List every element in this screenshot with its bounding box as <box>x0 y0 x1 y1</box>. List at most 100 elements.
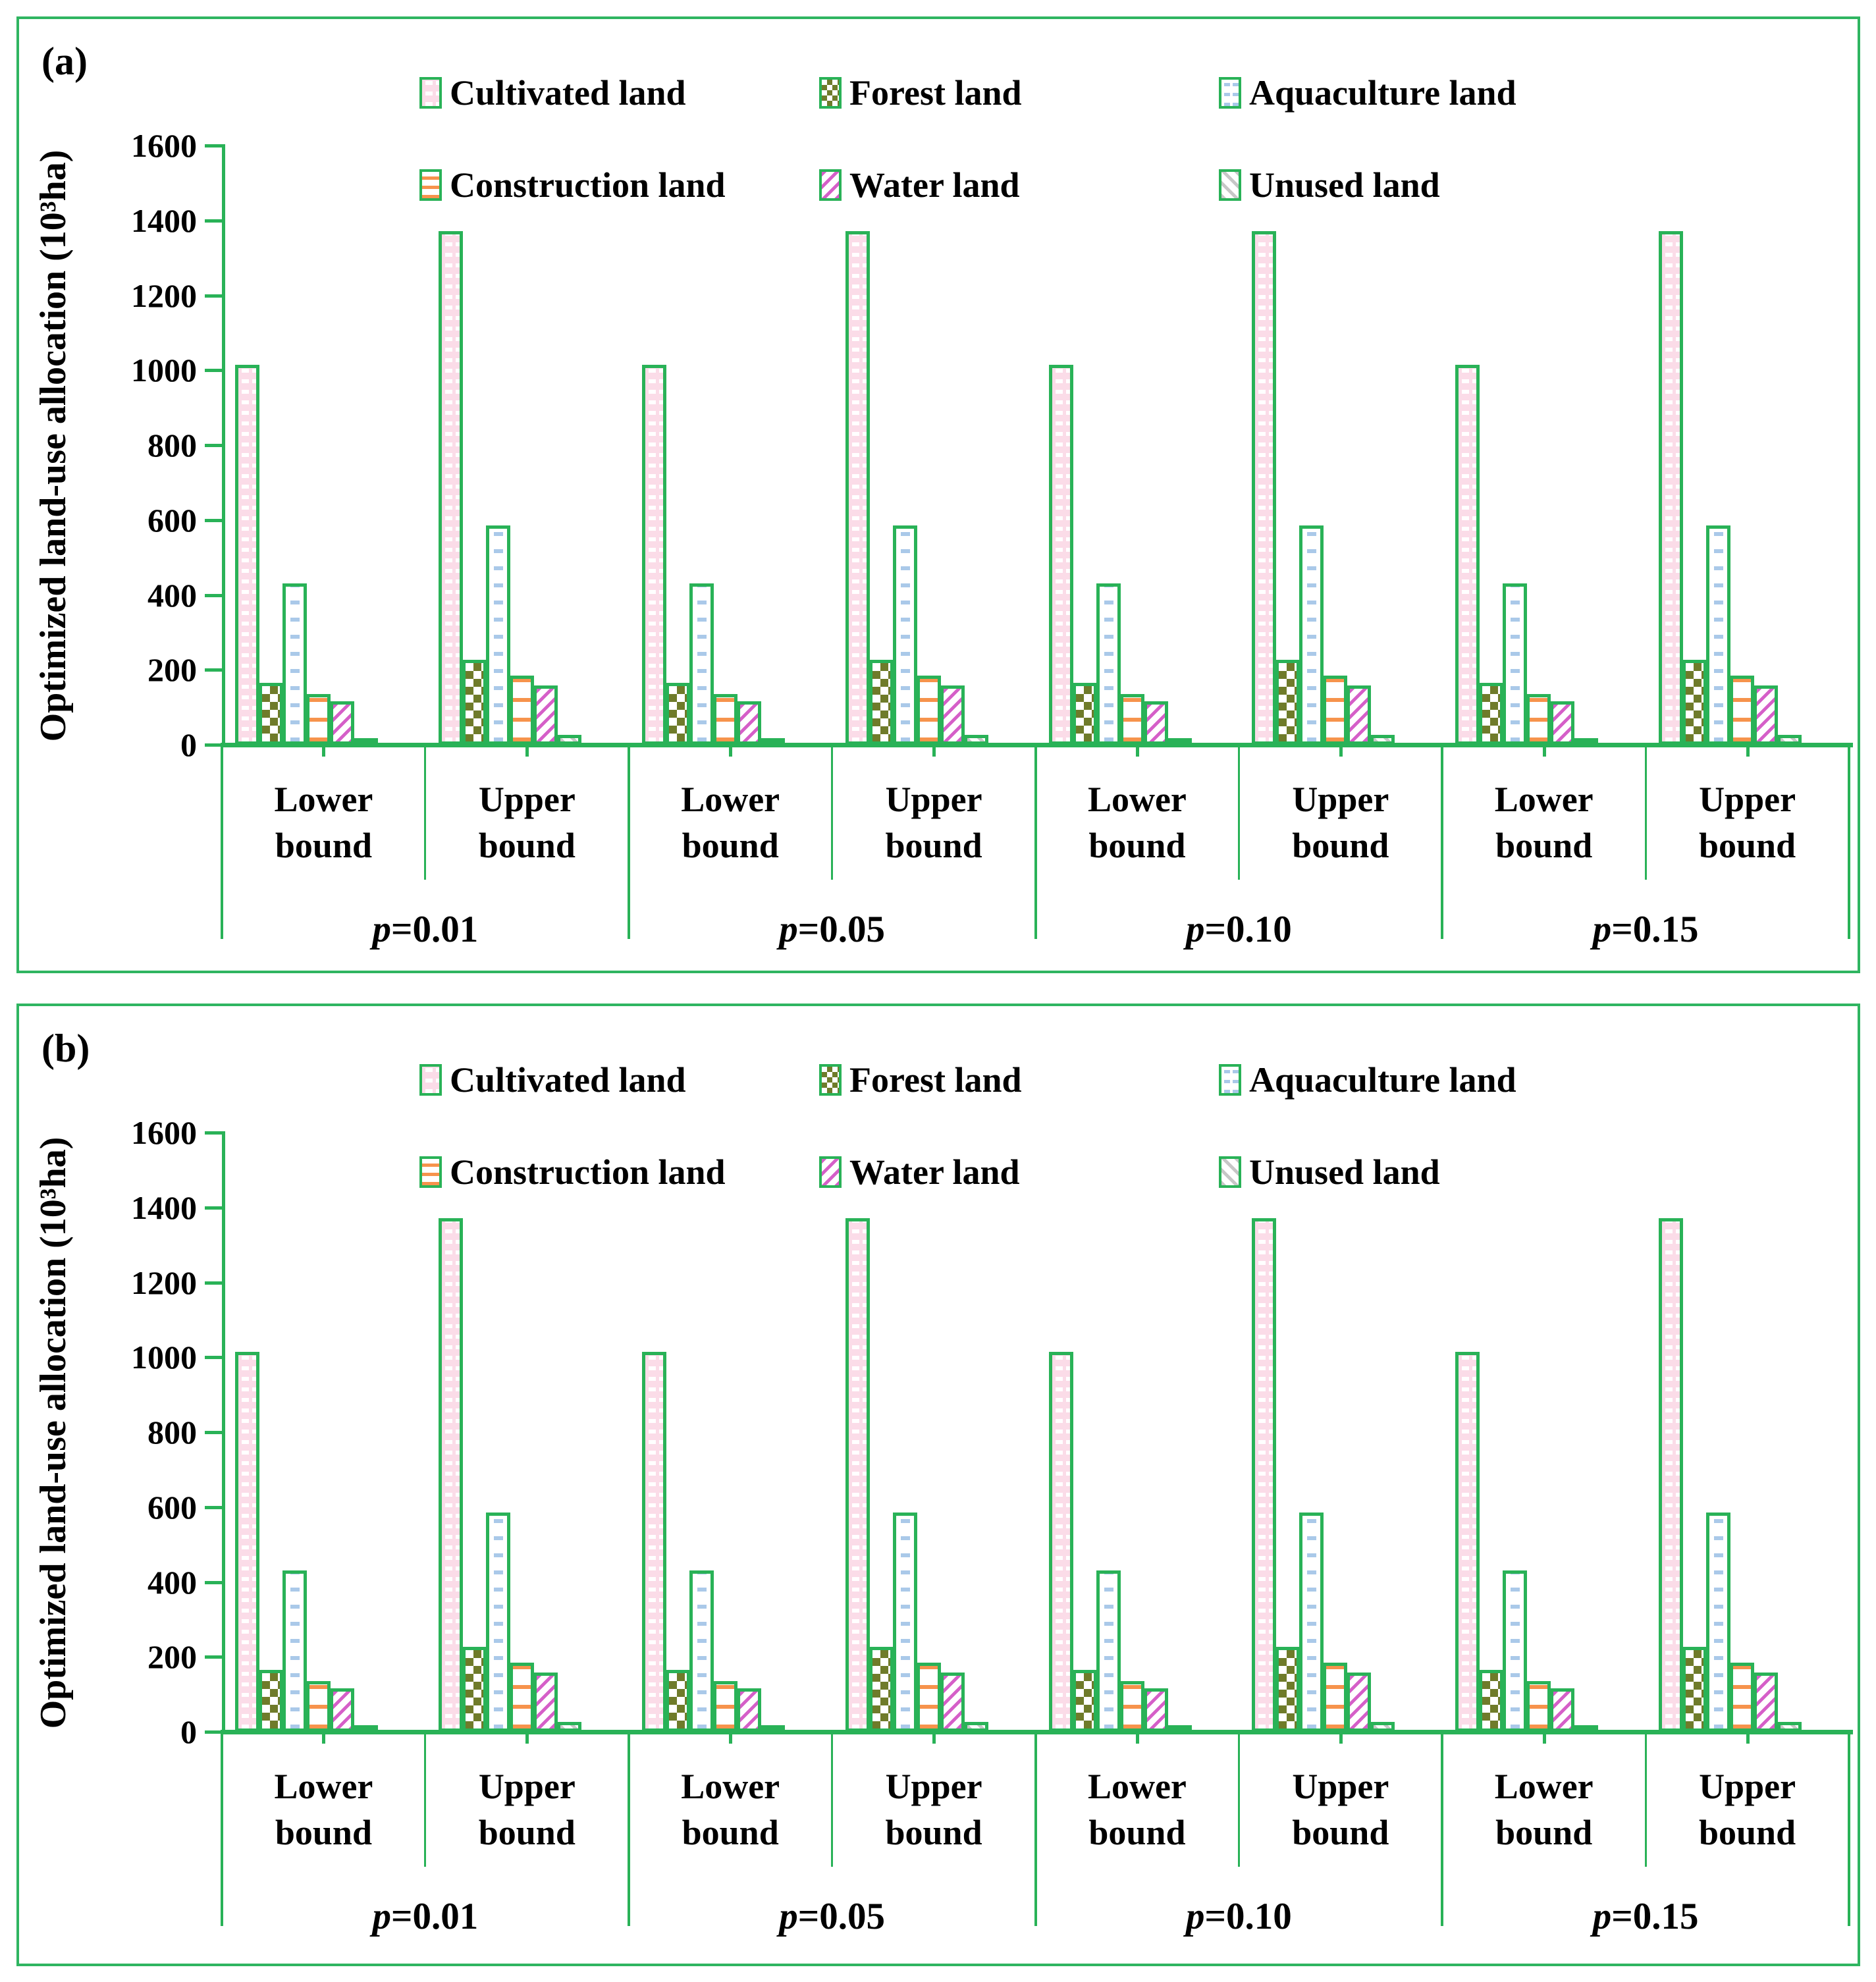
bar-forest <box>462 660 487 745</box>
bar-forest <box>1073 683 1097 745</box>
bound-label-line2: bound <box>1088 826 1186 865</box>
p-group-separator <box>1848 745 1850 939</box>
bar-unused <box>557 1722 581 1732</box>
p-value-label: p=0.15 <box>1442 908 1849 951</box>
bar-unused <box>1370 735 1395 745</box>
bar-construction <box>510 676 534 745</box>
bound-label-line2: bound <box>1292 826 1389 865</box>
construction-swatch-icon <box>419 1156 442 1188</box>
category-tick-mark <box>729 1732 733 1744</box>
bound-label-line2: bound <box>1495 826 1593 865</box>
y-tick-mark <box>205 1356 223 1360</box>
legend-item-aquaculture: Aquaculture land <box>1219 72 1516 114</box>
p-value: =0.01 <box>391 909 479 950</box>
legend-label: Cultivated land <box>450 1060 686 1100</box>
bar-water <box>330 1688 354 1732</box>
p-value: =0.05 <box>797 909 885 950</box>
panel-a-label: (a) <box>41 40 88 83</box>
bound-label-line2: bound <box>478 1813 576 1852</box>
y-tick-mark <box>205 668 223 672</box>
bar-aquaculture <box>282 1570 307 1732</box>
bar-forest <box>1073 1670 1097 1732</box>
y-tick-label: 800 <box>147 1414 197 1451</box>
bar-forest <box>1479 1670 1503 1732</box>
bound-label-line2: bound <box>1495 1813 1593 1852</box>
y-tick-mark <box>205 1730 223 1734</box>
bar-aquaculture <box>486 1513 510 1732</box>
legend-item-cultivated: Cultivated land <box>419 1059 686 1101</box>
bound-label-line1: Upper <box>885 1767 982 1806</box>
bar-forest <box>869 660 894 745</box>
bound-label-line1: Lower <box>274 780 373 819</box>
bound-label-line1: Lower <box>1494 780 1594 819</box>
p-value-label: p=0.10 <box>1036 1895 1443 1938</box>
bar-water <box>533 1673 558 1732</box>
y-tick-mark <box>205 144 223 147</box>
bound-label-line2: bound <box>682 826 779 865</box>
bar-forest <box>1479 683 1503 745</box>
category-tick-mark <box>1135 745 1139 757</box>
bar-cultivated <box>439 231 463 745</box>
category-tick-mark <box>1746 745 1750 757</box>
bar-cultivated <box>235 365 259 745</box>
bar-aquaculture <box>1096 1570 1121 1732</box>
bound-label: Lower bound <box>1036 1763 1239 1856</box>
bound-label: Upper bound <box>425 776 629 869</box>
bar-construction <box>1526 1681 1551 1732</box>
bar-aquaculture <box>1503 583 1527 745</box>
bar-unused <box>1370 1722 1395 1732</box>
p-value-label: p=0.05 <box>629 908 1036 951</box>
p-symbol: p <box>1186 1896 1205 1937</box>
y-tick-label: 1400 <box>131 201 197 239</box>
category-tick-mark <box>932 1732 936 1744</box>
bar-aquaculture <box>1096 583 1121 745</box>
p-group-separator <box>1034 745 1037 939</box>
bar-water <box>1754 1673 1778 1732</box>
legend-item-water: Water land <box>819 1151 1020 1193</box>
bar-unused <box>354 738 378 745</box>
y-tick-label: 1400 <box>131 1189 197 1226</box>
y-tick-mark <box>205 743 223 747</box>
y-tick-label: 0 <box>180 1713 197 1750</box>
construction-swatch-icon <box>419 169 442 201</box>
y-tick-label: 1600 <box>131 1114 197 1151</box>
unused-swatch-icon <box>1219 1156 1241 1188</box>
category-tick-mark <box>1746 1732 1750 1744</box>
bar-water <box>1144 701 1168 745</box>
legend-label: Forest land <box>849 1060 1022 1100</box>
p-value: =0.10 <box>1204 909 1292 950</box>
bound-label: Upper bound <box>832 776 1036 869</box>
y-tick-label: 200 <box>147 1638 197 1676</box>
bar-aquaculture <box>1299 1513 1324 1732</box>
water-swatch-icon <box>819 169 842 201</box>
bar-water <box>940 1673 965 1732</box>
p-symbol: p <box>779 909 798 950</box>
bar-water <box>1550 701 1574 745</box>
p-group-separator <box>1441 1732 1444 1926</box>
bar-forest <box>869 1647 894 1732</box>
bar-forest <box>1275 1647 1300 1732</box>
bar-construction <box>713 1681 737 1732</box>
p-value-label: p=0.01 <box>222 908 629 951</box>
p-value-label: p=0.15 <box>1442 1895 1849 1938</box>
bar-unused <box>1574 1725 1598 1732</box>
bound-separator <box>1237 1732 1240 1867</box>
bar-construction <box>713 694 737 745</box>
bar-water <box>1347 1673 1371 1732</box>
legend-item-forest: Forest land <box>819 1059 1022 1101</box>
bar-forest <box>1275 660 1300 745</box>
bar-aquaculture <box>689 583 714 745</box>
p-group-separator <box>627 1732 630 1926</box>
p-group-separator <box>1034 1732 1037 1926</box>
y-tick-mark <box>205 1281 223 1285</box>
bar-construction <box>1120 694 1144 745</box>
cultivated-swatch-icon <box>419 77 442 109</box>
bar-cultivated <box>1455 365 1480 745</box>
y-tick-label: 1000 <box>131 352 197 389</box>
y-tick-mark <box>205 294 223 298</box>
forest-swatch-icon <box>819 1064 842 1096</box>
bar-water <box>737 701 761 745</box>
plot-area-a: 0 200 400 600 800 1000 1200 1400 1600 Lower bound U… <box>19 19 1858 974</box>
bar-unused <box>354 1725 378 1732</box>
